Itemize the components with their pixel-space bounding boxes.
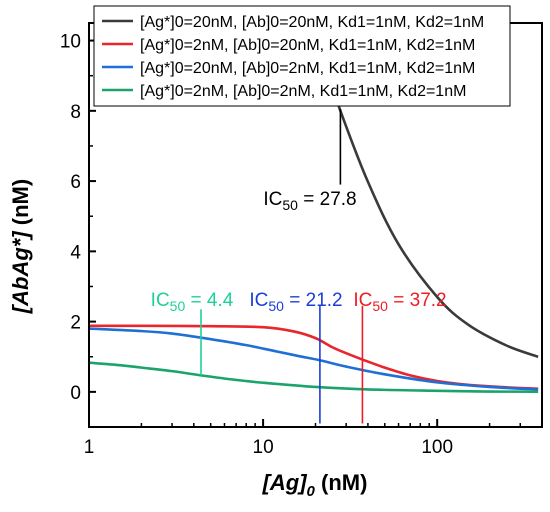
x-tick-label: 1	[84, 437, 95, 458]
y-tick-label: 2	[70, 313, 81, 334]
series-line-2	[89, 324, 539, 391]
legend-label-3: [Ag*]0=20nM, [Ab]0=2nM, Kd1=1nM, Kd2=1nM	[140, 60, 475, 77]
ic50-annotations: IC50 = 27.8 IC50 = 4.4 IC50 = 21.2 IC50 = 3…	[151, 109, 447, 424]
y-axis-title: [AbAg*] (nM)	[8, 179, 33, 314]
ic50-label-3: IC50 = 21.2	[249, 290, 342, 314]
ic50-label-4: IC50 = 37.2	[353, 290, 446, 314]
series-line-4	[89, 361, 539, 393]
y-tick-label: 10	[60, 32, 81, 53]
ic50-label-2: IC50 = 4.4	[151, 290, 234, 314]
legend: [Ag*]0=20nM, [Ab]0=20nM, Kd1=1nM, Kd2=1n…	[93, 5, 511, 107]
x-tick-label: 100	[421, 437, 453, 458]
y-tick-label: 4	[70, 242, 81, 263]
legend-label-2: [Ag*]0=2nM, [Ab]0=20nM, Kd1=1nM, Kd2=1nM	[140, 37, 475, 54]
series-line-3	[89, 327, 539, 391]
y-tick-label: 6	[70, 172, 81, 193]
legend-box	[93, 5, 511, 107]
ic50-label-1: IC50 = 27.8	[263, 189, 356, 213]
legend-label-1: [Ag*]0=20nM, [Ab]0=20nM, Kd1=1nM, Kd2=1n…	[140, 14, 484, 31]
legend-label-4: [Ag*]0=2nM, [Ab]0=2nM, Kd1=1nM, Kd2=1nM	[140, 83, 466, 100]
y-tick-label: 8	[70, 102, 81, 123]
x-tick-label: 10	[253, 437, 274, 458]
x-axis-title: [Ag]0 (nM)	[262, 470, 368, 500]
y-tick-label: 0	[70, 383, 81, 404]
